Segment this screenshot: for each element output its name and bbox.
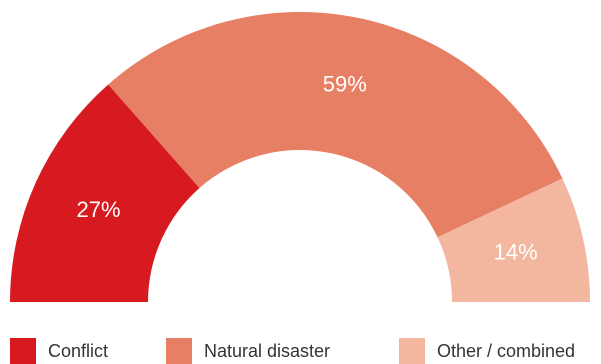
legend-item-natural-disaster: Natural disaster (166, 338, 330, 364)
legend-swatch-conflict (10, 338, 36, 364)
legend-swatch-natural-disaster (166, 338, 192, 364)
legend-label-natural-disaster: Natural disaster (204, 341, 331, 361)
slice-label-conflict: 27% (77, 197, 121, 222)
legend-swatch-other-combined (399, 338, 425, 364)
slice-natural-disaster (108, 12, 563, 238)
legend-item-other-combined: Other / combined (399, 338, 575, 364)
slice-conflict (10, 84, 200, 302)
slice-label-other-combined: 14% (494, 240, 538, 265)
legend-item-conflict: Conflict (10, 338, 108, 364)
legend: Conflict Natural disaster Other / combin… (0, 338, 601, 364)
legend-label-conflict: Conflict (48, 341, 109, 361)
slice-other-combined (437, 178, 590, 302)
semicircle-donut-chart: 27% 59% 14% (10, 12, 590, 302)
legend-label-other-combined: Other / combined (437, 341, 576, 361)
slice-label-natural-disaster: 59% (323, 71, 367, 96)
